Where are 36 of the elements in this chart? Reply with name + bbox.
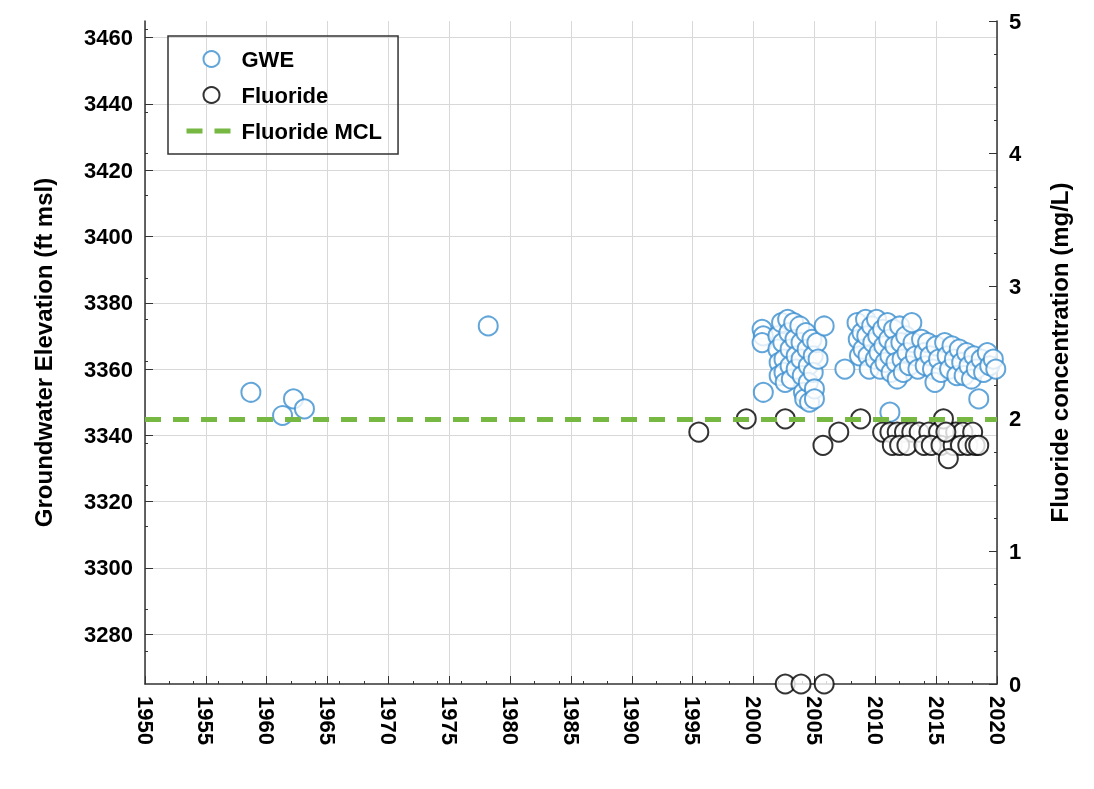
y-tick-label: 3340 [84, 422, 133, 448]
y-tick-label: 3360 [84, 356, 133, 382]
legend-label: GWE [241, 46, 295, 72]
x-tick-label: 1985 [558, 696, 584, 745]
y-axis-title: Groundwater Elevation (ft msl) [29, 177, 57, 528]
y2-tick-label: 2 [1009, 406, 1022, 432]
y-tick-label: 3460 [84, 25, 133, 51]
x-tick-label: 2010 [862, 696, 888, 745]
y2-tick-label: 5 [1009, 8, 1022, 34]
x-tick-label: 2015 [923, 696, 949, 745]
x-tick-label: 2005 [801, 696, 827, 745]
y-tick-label: 3400 [84, 223, 133, 249]
y-tick-label: 3300 [84, 555, 133, 581]
y2-tick-label: 3 [1009, 273, 1022, 299]
x-tick-label: 1955 [193, 696, 219, 745]
legend-label: Fluoride [241, 82, 329, 108]
x-tick-label: 2000 [741, 696, 767, 745]
y2-axis-title: Fluoride concentration (mg/L) [1045, 182, 1073, 523]
x-tick-label: 2020 [984, 696, 1010, 745]
y-tick-label: 3320 [84, 489, 133, 515]
x-tick-label: 1965 [315, 696, 341, 745]
x-tick-label: 1950 [132, 696, 158, 745]
y2-tick-label: 0 [1009, 671, 1022, 697]
y2-tick-label: 4 [1009, 141, 1022, 167]
y-tick-label: 3420 [84, 157, 133, 183]
x-tick-label: 1970 [375, 696, 401, 745]
x-tick-label: 1995 [680, 696, 706, 745]
y2-tick-label: 1 [1009, 538, 1022, 564]
x-tick-label: 1960 [254, 696, 280, 745]
x-tick-label: 1980 [497, 696, 523, 745]
x-tick-label: 1975 [436, 696, 462, 745]
legend-label: Fluoride MCL [241, 118, 383, 144]
y-tick-label: 3380 [84, 290, 133, 316]
x-tick-label: 1990 [619, 696, 645, 745]
y-tick-label: 3280 [84, 621, 133, 647]
y-tick-label: 3440 [84, 91, 133, 117]
